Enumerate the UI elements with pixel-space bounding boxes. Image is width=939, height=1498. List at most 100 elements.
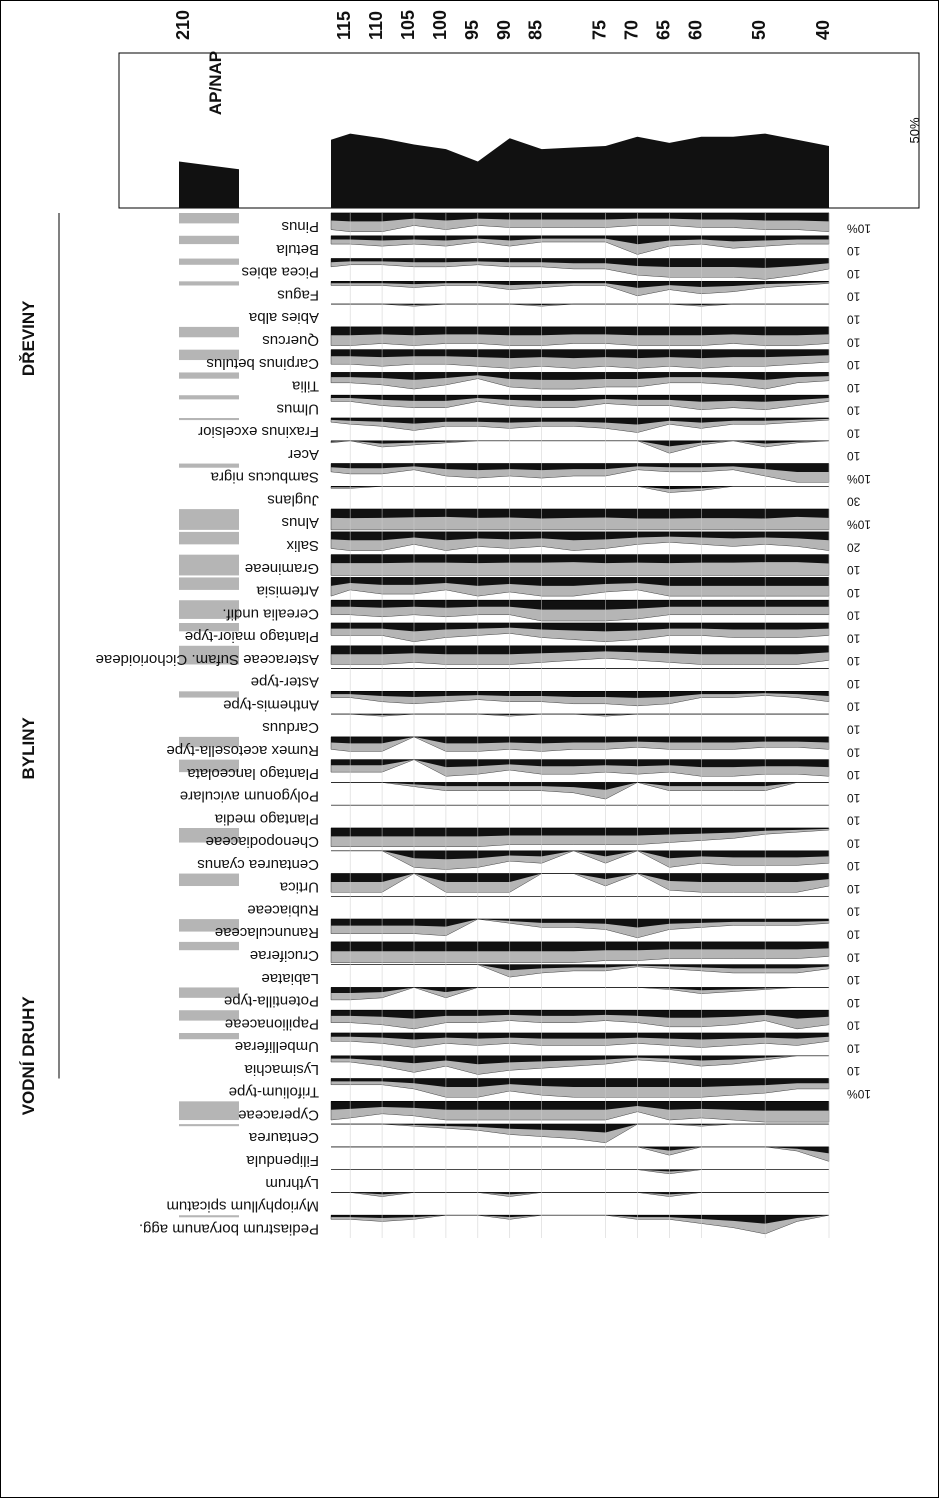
taxon-210-24 <box>179 759 239 773</box>
taxon-label-15: Gramineae <box>245 560 319 577</box>
taxon-black-40 <box>331 1124 829 1133</box>
taxon-210-8 <box>179 395 239 400</box>
taxon-black-44 <box>331 1215 829 1224</box>
taxon-black-8 <box>331 395 829 402</box>
scale-label-17: 10 <box>847 609 861 623</box>
taxon-label-41: Filipendula <box>246 1152 319 1169</box>
taxon-grey-41 <box>331 1146 830 1162</box>
taxon-label-17: Cerealia undif. <box>222 605 319 622</box>
taxon-label-28: Centaurea cyanus <box>197 856 319 873</box>
taxon-black-5 <box>331 326 829 336</box>
taxon-grey-42 <box>331 1169 829 1175</box>
taxon-label-23: Rumex acetosella-type <box>166 742 319 759</box>
taxon-black-29 <box>331 873 829 882</box>
taxon-label-8: Ulmus <box>276 400 319 417</box>
scale-label-20: 10 <box>847 677 861 691</box>
taxon-210-7 <box>179 372 239 379</box>
taxon-grey-43 <box>331 1192 829 1197</box>
taxon-black-36 <box>331 1033 829 1040</box>
taxon-black-19 <box>331 645 829 655</box>
taxon-black-10 <box>331 440 829 447</box>
group-label-2: VODNÍ DRUHY <box>19 996 38 1116</box>
scale-label-3: 10 <box>847 290 861 304</box>
taxon-label-29: Urtica <box>279 879 319 896</box>
taxon-label-11: Sambucus nigra <box>210 469 319 486</box>
taxon-black-24 <box>331 759 829 768</box>
taxon-label-16: Artemisia <box>256 583 319 600</box>
taxon-label-34: Potentilla-type <box>224 993 319 1010</box>
taxon-label-7: Tilia <box>291 378 319 395</box>
taxon-210-29 <box>179 873 239 887</box>
taxon-label-10: Acer <box>288 446 319 463</box>
taxon-black-11 <box>331 463 829 472</box>
rotated-stage: AP/NAP 50% 40 50 60 65 70 75 85 90 95 100 105 110 115 2… <box>0 10 939 1498</box>
taxon-black-41 <box>331 1146 829 1154</box>
scale-label-10: 10 <box>847 449 861 463</box>
taxon-label-2: Picea abies <box>241 264 319 281</box>
taxon-black-15 <box>331 554 829 564</box>
apnap-tick-50: 50% <box>907 117 922 143</box>
taxon-black-17 <box>331 600 829 610</box>
scale-label-16: 10 <box>847 586 861 600</box>
scale-label-9: 10 <box>847 426 861 440</box>
scale-label-36: 10 <box>847 1041 861 1055</box>
taxon-label-25: Polygonum aviculare <box>180 788 319 805</box>
group-label-1: BYLINY <box>19 716 38 779</box>
taxon-label-21: Anthemis-type <box>223 696 319 713</box>
scale-label-13: 10% <box>847 518 871 532</box>
depth-tick-210: 210 <box>173 10 193 40</box>
taxon-210-13 <box>179 509 239 530</box>
scale-label-32: 10 <box>847 950 861 964</box>
depth-tick-60: 60 <box>685 20 705 40</box>
taxon-210-31 <box>179 919 239 932</box>
scale-label-2: 10 <box>847 267 861 281</box>
taxon-grey-12 <box>330 486 829 493</box>
taxon-label-35: Papilionaceae <box>225 1015 319 1032</box>
depth-tick-105: 105 <box>398 10 418 40</box>
taxon-black-3 <box>331 281 829 288</box>
taxon-210-17 <box>179 600 239 619</box>
taxon-label-9: Fraxinus excelsior <box>198 423 319 440</box>
taxon-label-24: Plantago lanceolata <box>187 765 319 782</box>
taxon-label-12: Juglans <box>267 491 319 508</box>
taxon-label-14: Salix <box>286 537 319 554</box>
taxon-label-4: Abies alba <box>248 309 319 326</box>
taxon-label-43: Myriophyllum spicatum <box>166 1198 319 1215</box>
taxon-black-0 <box>331 213 829 222</box>
taxon-black-12 <box>331 486 829 490</box>
scale-label-38: 10% <box>847 1087 871 1101</box>
taxon-210-27 <box>179 828 239 843</box>
taxon-210-15 <box>179 554 239 576</box>
scale-label-21: 10 <box>847 700 861 714</box>
depth-tick-100: 100 <box>430 10 450 40</box>
depth-tick-40: 40 <box>813 20 833 40</box>
taxon-black-14 <box>331 531 829 541</box>
scale-label-37: 10 <box>847 1064 861 1078</box>
scale-label-33: 10 <box>847 973 861 987</box>
scale-label-14: 20 <box>847 540 861 554</box>
scale-label-24: 10 <box>847 768 861 782</box>
taxon-label-19: Asteraceae Sufam. Cichorioideae <box>96 651 319 668</box>
taxon-black-38 <box>331 1078 829 1087</box>
scale-label-7: 10 <box>847 381 861 395</box>
group-label-0: DŘEVINY <box>19 300 38 376</box>
taxon-label-39: Cyperaceae <box>238 1106 319 1123</box>
taxon-label-6: Carpinus betulus <box>206 355 319 372</box>
depth-tick-70: 70 <box>621 20 641 40</box>
taxon-black-34 <box>331 987 829 994</box>
scale-label-27: 10 <box>847 836 861 850</box>
taxon-black-35 <box>331 1010 829 1019</box>
taxon-210-44 <box>179 1215 239 1218</box>
taxon-label-30: Rubiaceae <box>247 901 319 918</box>
taxon-black-13 <box>331 509 829 519</box>
scale-label-8: 10 <box>847 404 861 418</box>
scale-label-15: 10 <box>847 563 861 577</box>
scale-label-22: 10 <box>847 723 861 737</box>
taxon-black-27 <box>331 828 829 837</box>
taxon-black-6 <box>331 349 829 359</box>
taxon-210-2 <box>179 258 239 265</box>
scale-label-12: 30 <box>847 495 861 509</box>
taxon-210-23 <box>179 736 239 748</box>
taxon-black-9 <box>331 418 829 425</box>
taxon-210-21 <box>179 691 239 698</box>
